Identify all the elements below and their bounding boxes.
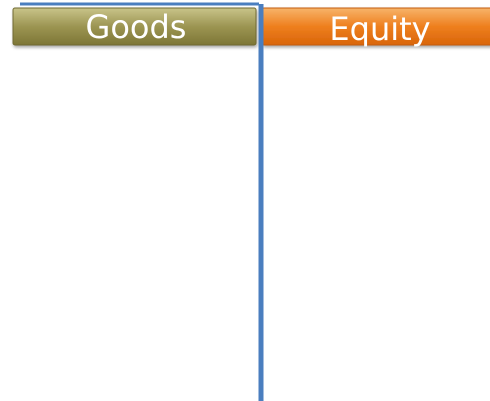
goods-header — [12, 7, 257, 46]
goods-label: Goods — [86, 8, 187, 46]
equity-label: Equity — [329, 10, 430, 48]
